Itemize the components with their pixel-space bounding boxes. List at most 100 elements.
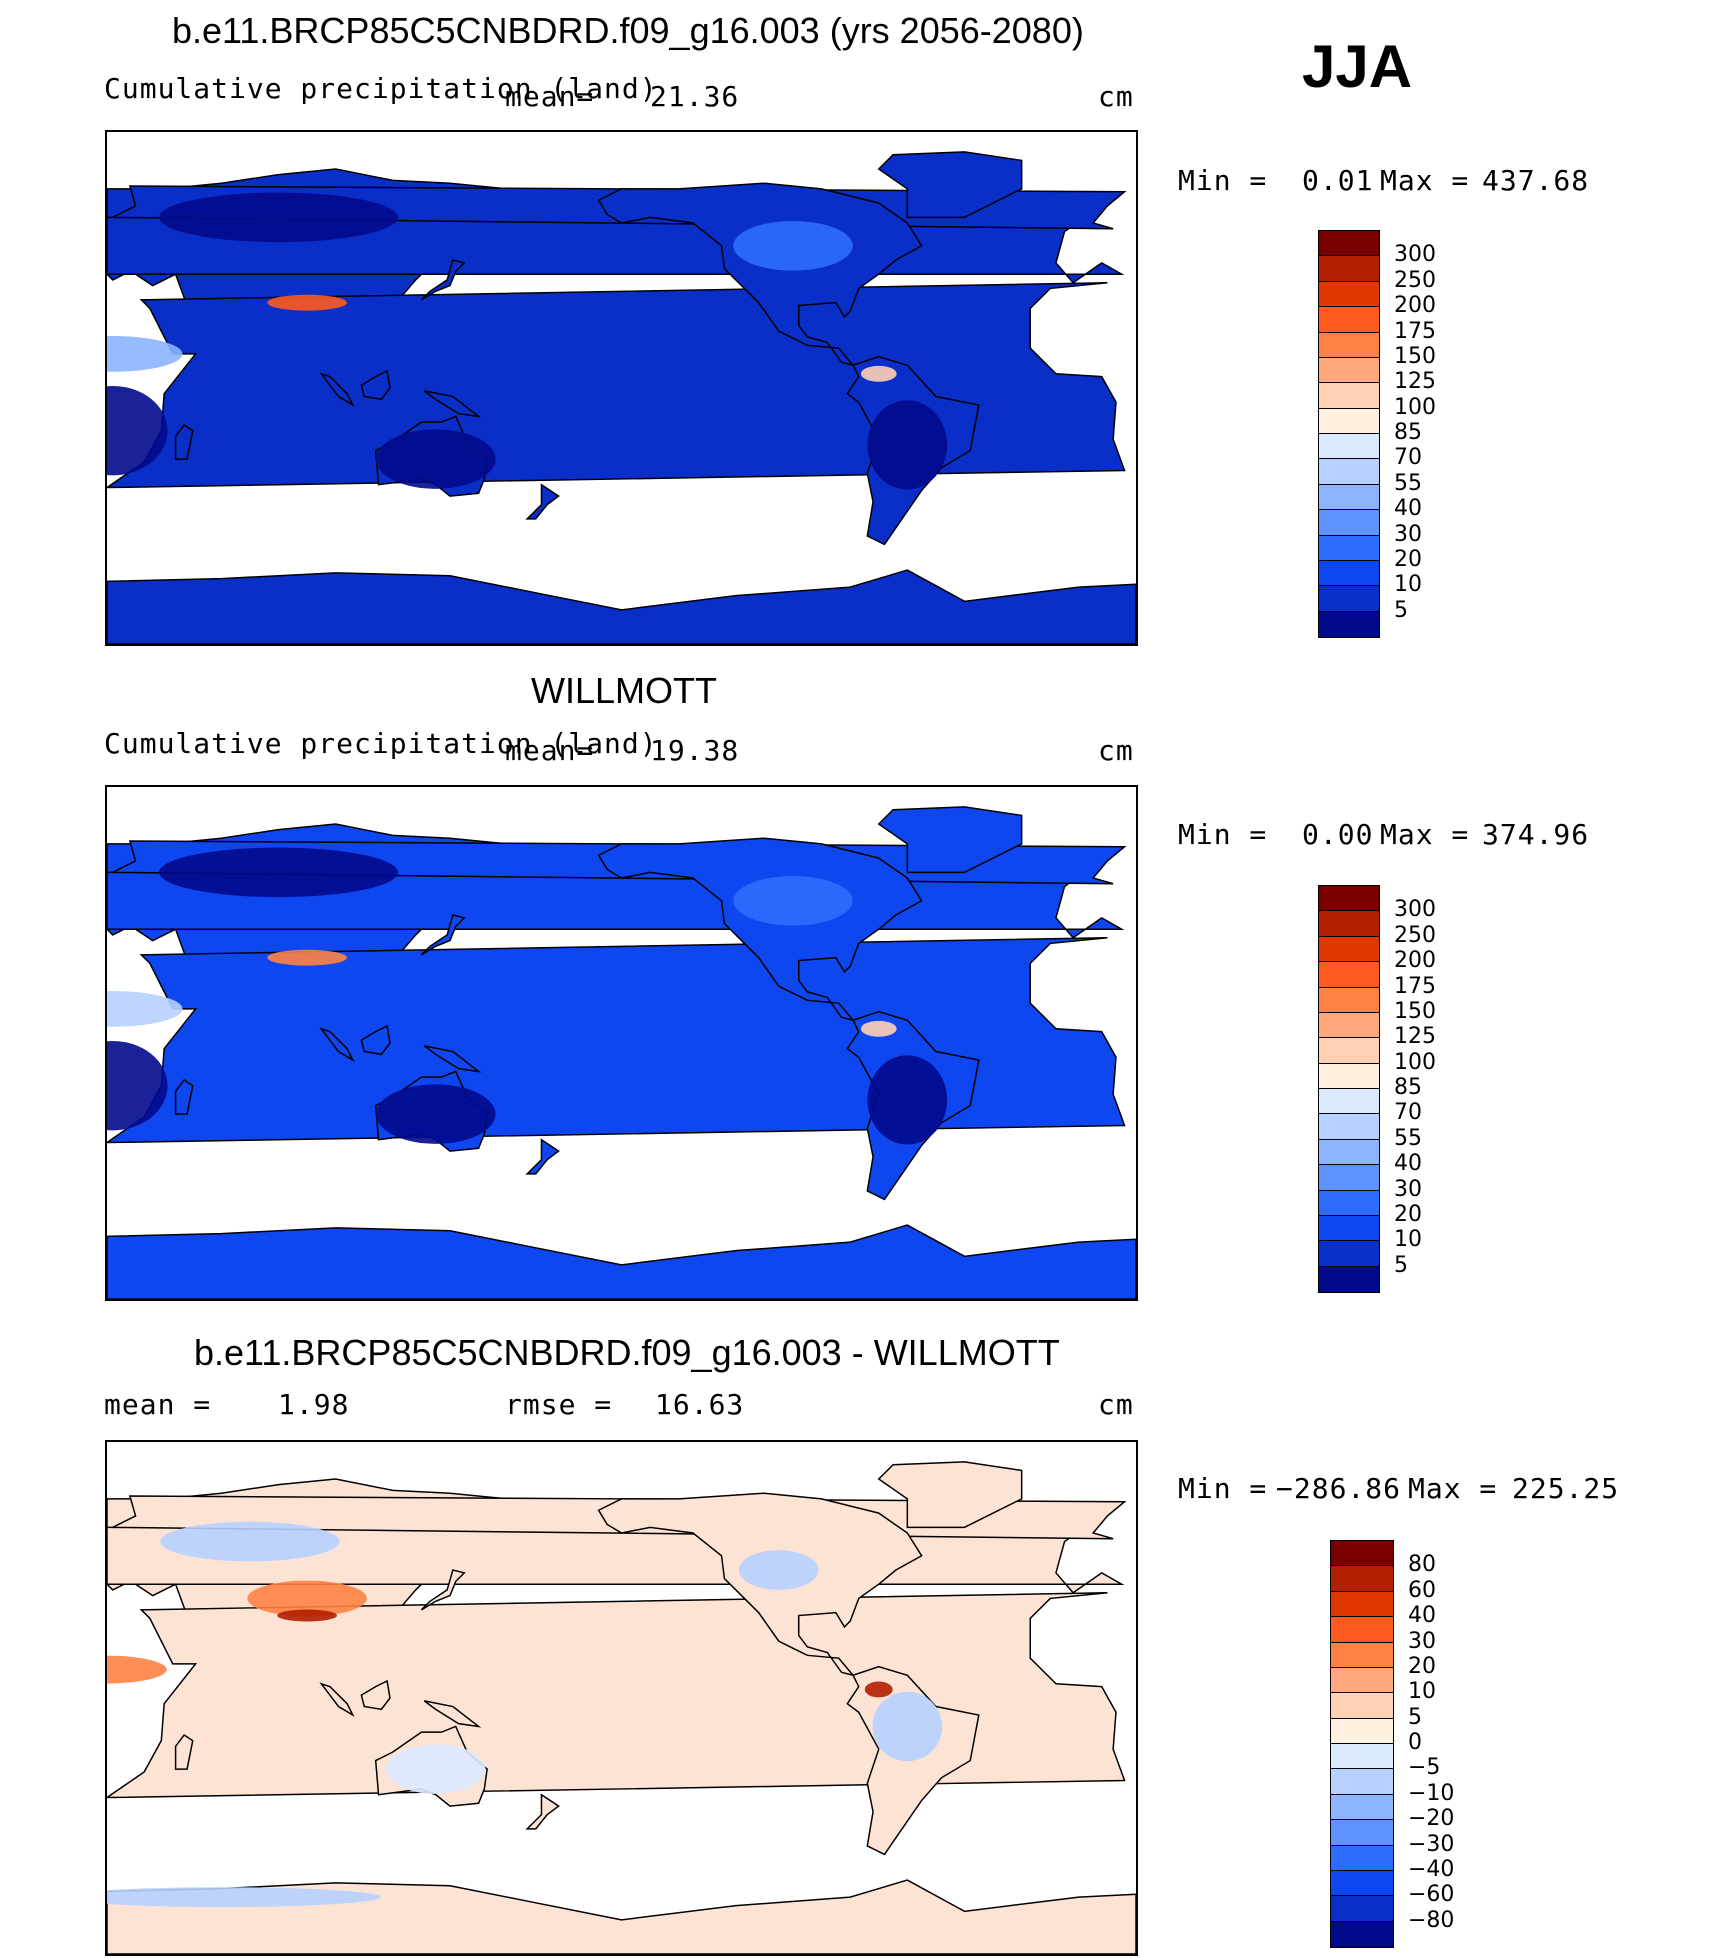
colorbar-swatch: [1331, 1591, 1393, 1618]
panel-2-min-label: Min =: [1178, 818, 1268, 851]
colorbar-tick-label: 5: [1394, 597, 1408, 623]
colorbar-swatch: [1319, 256, 1379, 282]
colorbar-tick-label: 150: [1394, 998, 1436, 1024]
panel-1-min-label: Min =: [1178, 164, 1268, 197]
colorbar-swatch: [1319, 1165, 1379, 1191]
colorbar-swatch: [1331, 1642, 1393, 1668]
panel-2-subtitle: Cumulative precipitation (land): [104, 727, 658, 760]
colorbar-swatch: [1319, 962, 1379, 988]
colorbar-tick-label: 300: [1394, 897, 1436, 923]
panel-3-colorbar: [1330, 1540, 1394, 1948]
world-map: [107, 1461, 1136, 1954]
colorbar-swatch: [1331, 1566, 1393, 1592]
colorbar-tick-label: −20: [1408, 1806, 1455, 1832]
colorbar-tick-label: 40: [1394, 496, 1422, 522]
world-map: [107, 806, 1136, 1299]
panel-1-map: [105, 130, 1138, 646]
colorbar-swatch: [1331, 1617, 1393, 1643]
panel-3-rmse-label: rmse =: [505, 1388, 613, 1421]
colorbar-tick-label: 200: [1394, 293, 1436, 319]
colorbar-tick-label: 175: [1394, 973, 1436, 999]
colorbar-tick-label: 5: [1408, 1704, 1422, 1730]
panel-1-min-value: 0.01: [1302, 164, 1374, 197]
colorbar-tick-label: 20: [1408, 1653, 1436, 1679]
colorbar-tick-label: 250: [1394, 267, 1436, 293]
colorbar-tick-label: 20: [1394, 546, 1422, 572]
panel-1-max-value: 437.68: [1482, 164, 1590, 197]
panel-3-max-label: Max =: [1408, 1472, 1498, 1505]
panel-3-title: b.e11.BRCP85C5CNBDRD.f09_g16.003 - WILLM…: [194, 1332, 1060, 1373]
colorbar-swatch: [1319, 586, 1379, 612]
colorbar-swatch: [1319, 936, 1379, 963]
colorbar-tick-label: 0: [1408, 1730, 1422, 1755]
colorbar-swatch: [1319, 1063, 1379, 1089]
colorbar-tick-label: 55: [1394, 1125, 1422, 1151]
colorbar-tick-label: 10: [1394, 1227, 1422, 1253]
panel-3-max-value: 225.25: [1512, 1472, 1620, 1505]
colorbar-tick-label: 300: [1394, 242, 1436, 268]
panel-1-title: b.e11.BRCP85C5CNBDRD.f09_g16.003 (yrs 20…: [172, 10, 1084, 51]
colorbar-tick-label: 70: [1394, 1100, 1422, 1126]
world-map: [107, 151, 1136, 644]
colorbar-swatch: [1331, 1693, 1393, 1719]
panel-3-mean-label: mean =: [104, 1388, 212, 1421]
panel-1-units: cm: [1098, 80, 1134, 113]
colorbar-tick-label: 30: [1394, 1176, 1422, 1202]
colorbar-tick-label: −10: [1408, 1780, 1455, 1806]
colorbar-tick-label: 30: [1408, 1628, 1436, 1654]
colorbar-swatch: [1319, 1139, 1379, 1166]
colorbar-tick-label: 70: [1394, 445, 1422, 471]
colorbar-swatch: [1319, 307, 1379, 333]
colorbar-swatch: [1319, 510, 1379, 536]
colorbar-swatch: [1319, 383, 1379, 409]
colorbar-tick-label: −5: [1408, 1755, 1441, 1781]
colorbar-swatch: [1319, 408, 1379, 434]
colorbar-tick-label: 100: [1394, 394, 1436, 420]
colorbar-swatch: [1331, 1896, 1393, 1922]
colorbar-swatch: [1319, 560, 1379, 587]
colorbar-tick-label: 10: [1394, 572, 1422, 598]
panel-2-max-value: 374.96: [1482, 818, 1590, 851]
colorbar-swatch: [1331, 1667, 1393, 1694]
colorbar-tick-label: 30: [1394, 521, 1422, 547]
colorbar-swatch: [1319, 1190, 1379, 1216]
colorbar-tick-label: −60: [1408, 1882, 1455, 1908]
colorbar-tick-label: 85: [1394, 1075, 1422, 1100]
colorbar-swatch: [1319, 1215, 1379, 1242]
colorbar-swatch: [1319, 886, 1379, 912]
colorbar-tick-label: 125: [1394, 1024, 1436, 1050]
panel-1-mean-label: mean=: [505, 80, 595, 113]
panel-2-mean-value: 19.38: [650, 734, 740, 767]
colorbar-swatch: [1319, 535, 1379, 561]
panel-2-units: cm: [1098, 734, 1134, 767]
colorbar-swatch: [1331, 1845, 1393, 1871]
colorbar-swatch: [1319, 281, 1379, 308]
colorbar-tick-label: 85: [1394, 420, 1422, 445]
colorbar-tick-label: −80: [1408, 1907, 1455, 1933]
colorbar-tick-label: 5: [1394, 1252, 1408, 1278]
colorbar-swatch: [1319, 357, 1379, 384]
panel-1-max-label: Max =: [1380, 164, 1470, 197]
colorbar-tick-label: 40: [1408, 1603, 1436, 1629]
panel-1-subtitle: Cumulative precipitation (land): [104, 72, 658, 105]
colorbar-swatch: [1319, 987, 1379, 1013]
colorbar-swatch: [1319, 231, 1379, 257]
panel-1-mean-value: 21.36: [650, 80, 740, 113]
colorbar-swatch: [1319, 1266, 1379, 1292]
colorbar-tick-label: 250: [1394, 922, 1436, 948]
panel-3-rmse-value: 16.63: [655, 1388, 745, 1421]
colorbar-swatch: [1331, 1769, 1393, 1795]
panel-3-min-value: −286.86: [1276, 1472, 1402, 1505]
colorbar-tick-label: 60: [1408, 1577, 1436, 1603]
colorbar-swatch: [1331, 1820, 1393, 1846]
colorbar-tick-label: 55: [1394, 470, 1422, 496]
colorbar-tick-label: 20: [1394, 1201, 1422, 1227]
panel-3-mean-value: 1.98: [278, 1388, 350, 1421]
colorbar-tick-label: 100: [1394, 1049, 1436, 1075]
panel-2-colorbar: [1318, 885, 1380, 1293]
colorbar-swatch: [1319, 1089, 1379, 1115]
panel-1-colorbar: [1318, 230, 1380, 638]
colorbar-swatch: [1319, 1038, 1379, 1064]
panel-3-map: [105, 1440, 1138, 1956]
colorbar-swatch: [1319, 1241, 1379, 1267]
